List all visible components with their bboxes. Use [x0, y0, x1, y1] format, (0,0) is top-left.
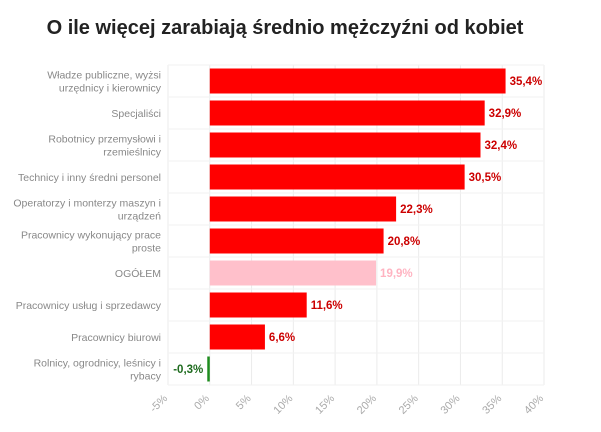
x-tick-label: 0% [192, 392, 212, 412]
category-label: Robotnicy przemysłowi i [48, 134, 161, 146]
x-tick-label: -5% [148, 392, 170, 414]
category-label: Pracownicy usług i sprzedawcy [16, 300, 162, 312]
x-tick-label: 15% [313, 392, 337, 416]
bar [209, 196, 397, 222]
category-label: rzemieślnicy [103, 147, 162, 159]
category-label: urzędnicy i kierownicy [59, 83, 162, 95]
value-label: 20,8% [388, 236, 421, 248]
bar [209, 68, 506, 94]
category-label: Władze publiczne, wyżsi [47, 70, 161, 82]
chart-title: O ile więcej zarabiają średnio mężczyźni… [46, 17, 524, 39]
category-label: Pracownicy wykonujący prace [21, 230, 161, 242]
bar [209, 164, 465, 190]
category-label: Specjaliści [111, 108, 161, 120]
category-label: Rolnicy, ogrodnicy, leśnicy i [34, 358, 161, 370]
x-tick-label: 10% [271, 392, 295, 416]
value-label: 30,5% [469, 172, 502, 184]
category-label: urządzeń [118, 211, 161, 223]
value-label: 11,6% [311, 300, 343, 312]
bar [209, 324, 265, 350]
bar [209, 100, 485, 126]
bar [209, 292, 307, 318]
category-label: rybacy [130, 371, 162, 383]
value-label: 19,9% [380, 268, 413, 280]
bar [207, 356, 210, 382]
category-label: Operatorzy i monterzy maszyn i [13, 198, 161, 210]
value-label: 6,6% [269, 332, 295, 344]
x-tick-label: 25% [397, 392, 421, 416]
x-tick-label: 20% [355, 392, 379, 416]
value-label: 35,4% [510, 76, 543, 88]
value-label: 22,3% [400, 204, 433, 216]
category-label: OGÓŁEM [115, 267, 161, 280]
x-tick-label: 30% [439, 392, 463, 416]
x-tick-label: 35% [480, 392, 504, 416]
category-label: Pracownicy biurowi [71, 332, 161, 344]
x-tick-label: 40% [522, 392, 546, 416]
category-label: proste [132, 243, 161, 255]
value-label: -0,3% [173, 364, 203, 376]
bar [209, 228, 384, 254]
category-label: Technicy i inny średni personel [18, 172, 161, 184]
bar [209, 132, 481, 158]
value-label: 32,9% [489, 108, 522, 120]
value-label: 32,4% [484, 140, 517, 152]
bar [209, 260, 377, 286]
x-tick-label: 5% [234, 392, 254, 412]
